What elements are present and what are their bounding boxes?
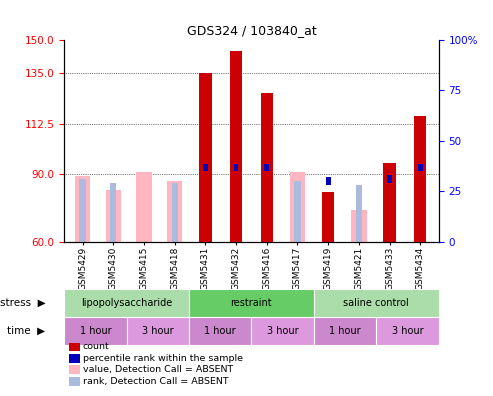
Text: stress  ▶: stress ▶ — [0, 298, 45, 308]
Bar — [203, 164, 208, 171]
Bar — [136, 172, 152, 242]
Bar — [264, 164, 269, 171]
Text: time  ▶: time ▶ — [7, 326, 45, 336]
Bar — [189, 317, 251, 345]
Text: 1 hour: 1 hour — [329, 326, 361, 336]
Bar — [75, 177, 90, 242]
Text: 1 hour: 1 hour — [79, 326, 111, 336]
Bar — [356, 185, 362, 242]
Bar — [199, 73, 211, 242]
Bar — [127, 317, 189, 345]
Text: count: count — [83, 343, 109, 351]
Bar — [110, 183, 116, 242]
Bar — [351, 210, 367, 242]
Bar — [261, 93, 273, 242]
Bar — [387, 175, 392, 183]
Text: 3 hour: 3 hour — [142, 326, 174, 336]
Bar — [251, 317, 314, 345]
Bar — [314, 289, 439, 317]
Bar — [322, 192, 334, 242]
Bar — [294, 181, 301, 242]
Bar — [326, 177, 330, 185]
Bar — [376, 317, 439, 345]
Bar — [418, 164, 423, 171]
Text: saline control: saline control — [344, 298, 409, 308]
Bar — [64, 317, 127, 345]
Text: lipopolysaccharide: lipopolysaccharide — [81, 298, 172, 308]
Bar — [172, 183, 177, 242]
Text: restraint: restraint — [231, 298, 272, 308]
Text: rank, Detection Call = ABSENT: rank, Detection Call = ABSENT — [83, 377, 228, 386]
Bar — [414, 116, 426, 242]
Bar — [384, 163, 396, 242]
Text: value, Detection Call = ABSENT: value, Detection Call = ABSENT — [83, 365, 233, 374]
Bar — [64, 289, 189, 317]
Title: GDS324 / 103840_at: GDS324 / 103840_at — [186, 24, 317, 37]
Bar — [79, 179, 86, 242]
Bar — [189, 289, 314, 317]
Bar — [106, 190, 121, 242]
Bar — [230, 51, 242, 242]
Bar — [167, 181, 182, 242]
Bar — [234, 164, 239, 171]
Bar — [290, 172, 305, 242]
Text: 3 hour: 3 hour — [267, 326, 298, 336]
Text: 3 hour: 3 hour — [392, 326, 423, 336]
Bar — [314, 317, 376, 345]
Text: 1 hour: 1 hour — [205, 326, 236, 336]
Text: percentile rank within the sample: percentile rank within the sample — [83, 354, 243, 363]
